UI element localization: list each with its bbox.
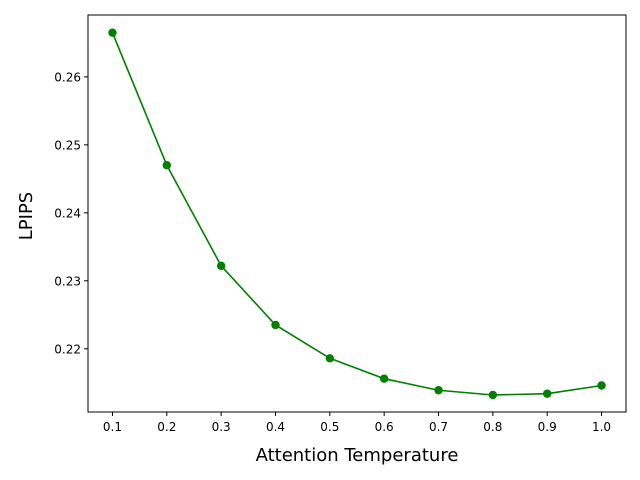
data-point bbox=[162, 161, 171, 170]
y-axis-label: LPIPS bbox=[16, 192, 37, 240]
y-tick-label: 0.25 bbox=[54, 138, 81, 152]
y-tick-label: 0.22 bbox=[54, 342, 81, 356]
data-point bbox=[543, 389, 552, 398]
data-point bbox=[434, 386, 443, 395]
data-point bbox=[325, 354, 335, 363]
x-tick-label: 0.1 bbox=[103, 420, 122, 434]
x-axis: 0.1 0.2 0.3 0.4 0.5 0.6 0.7 0.8 0.9 1.0 bbox=[103, 412, 611, 434]
x-tick-label: 0.3 bbox=[212, 420, 231, 434]
x-tick-label: 0.2 bbox=[157, 420, 176, 434]
y-tick-label: 0.26 bbox=[54, 70, 81, 84]
data-point bbox=[379, 374, 389, 383]
y-tick-label: 0.23 bbox=[54, 274, 81, 288]
y-tick-label: 0.24 bbox=[54, 206, 81, 220]
x-tick-label: 0.9 bbox=[538, 420, 557, 434]
x-tick-label: 1.0 bbox=[592, 420, 611, 434]
x-tick-label: 0.7 bbox=[429, 420, 448, 434]
plot-area-frame bbox=[87, 14, 627, 413]
data-point bbox=[216, 261, 226, 271]
x-tick-label: 0.6 bbox=[375, 420, 394, 434]
x-tick-label: 0.8 bbox=[483, 420, 502, 434]
data-point bbox=[108, 28, 117, 37]
x-axis-label: Attention Temperature bbox=[256, 445, 459, 466]
series-line bbox=[111, 32, 602, 396]
data-point bbox=[488, 390, 498, 400]
x-tick-label: 0.4 bbox=[266, 420, 285, 434]
y-axis: 0.22 0.23 0.24 0.25 0.26 bbox=[54, 70, 88, 356]
x-tick-label: 0.5 bbox=[320, 420, 339, 434]
series-layer bbox=[108, 28, 606, 400]
data-point bbox=[271, 320, 280, 330]
data-point bbox=[597, 381, 606, 390]
